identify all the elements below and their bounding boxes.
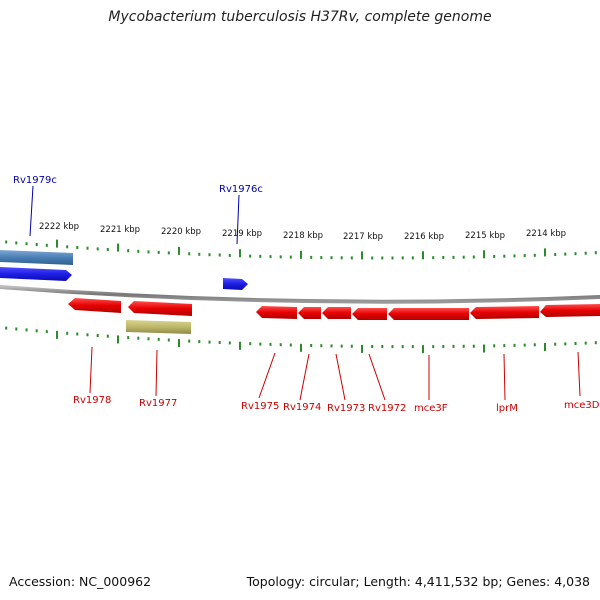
label-lprm[interactable]: lprM: [496, 403, 518, 414]
label-mce3d[interactable]: mce3D: [564, 400, 600, 411]
leader-rv1977: [155, 349, 158, 397]
leader-lines: [29, 185, 581, 401]
label-rv1977[interactable]: Rv1977: [139, 398, 177, 409]
gene-lprm-arrow[interactable]: [470, 306, 539, 319]
label-mce3f[interactable]: mce3F: [414, 403, 448, 414]
gene-rv1972-arrow[interactable]: [352, 308, 387, 320]
gene-rv1973-arrow[interactable]: [322, 307, 351, 319]
kbp-label-2222: 2222 kbp: [39, 222, 79, 232]
gene-rv1974-arrow[interactable]: [298, 307, 321, 319]
tick-row-top: [5, 239, 597, 260]
leader-rv1979c: [29, 185, 34, 237]
gene-rv1975-arrow[interactable]: [256, 306, 297, 319]
leader-rv1975: [258, 352, 276, 399]
topology-info: Topology: circular; Length: 4,411,532 bp…: [246, 574, 590, 589]
kbp-label-2220: 2220 kbp: [161, 227, 201, 237]
label-rv1975[interactable]: Rv1975: [241, 401, 279, 412]
leader-rv1976c: [236, 194, 240, 245]
label-rv1974[interactable]: Rv1974: [283, 402, 321, 413]
genome-backbone: [0, 285, 600, 304]
kbp-label-2221: 2221 kbp: [100, 225, 140, 235]
gene-rv1979c-highlight[interactable]: [0, 250, 73, 265]
gene-rv1979c-arrow[interactable]: [0, 267, 72, 281]
reverse-strand: [68, 298, 600, 334]
tick-row-bottom: [5, 326, 597, 354]
gene-rv1978-arrow[interactable]: [68, 298, 121, 313]
forward-strand: [0, 250, 248, 290]
kbp-label-2214: 2214 kbp: [526, 229, 566, 239]
gene-rv1977-highlight[interactable]: [126, 320, 191, 334]
gene-mce3d-arrow[interactable]: [540, 304, 600, 317]
kbp-label-2215: 2215 kbp: [465, 231, 505, 241]
gene-rv1976c-arrow[interactable]: [223, 278, 248, 290]
kbp-label-2219: 2219 kbp: [222, 229, 262, 239]
leader-mce3d: [577, 351, 581, 397]
gene-labels: Rv1979c Rv1976c Rv1978 Rv1977 Rv1975 Rv1…: [13, 175, 600, 414]
kbp-label-2218: 2218 kbp: [283, 231, 323, 241]
label-rv1979c[interactable]: Rv1979c: [13, 175, 57, 186]
label-rv1978[interactable]: Rv1978: [73, 395, 111, 406]
leader-rv1978: [89, 346, 93, 394]
gene-rv1977-arrow[interactable]: [128, 301, 192, 316]
accession-info: Accession: NC_000962: [9, 574, 152, 589]
leader-lprm: [503, 353, 506, 401]
genome-title: Mycobacterium tuberculosis H37Rv, comple…: [108, 9, 492, 25]
leader-rv1973: [335, 353, 346, 401]
kbp-label-2217: 2217 kbp: [343, 232, 383, 242]
leader-rv1974: [299, 353, 310, 401]
genome-map: 2222 kbp 2221 kbp 2220 kbp 2219 kbp 2218…: [0, 175, 600, 414]
label-rv1976c[interactable]: Rv1976c: [219, 184, 263, 195]
kbp-scale: 2222 kbp 2221 kbp 2220 kbp 2219 kbp 2218…: [39, 222, 566, 242]
gene-mce3f-arrow[interactable]: [388, 308, 469, 320]
kbp-label-2216: 2216 kbp: [404, 232, 444, 242]
label-rv1972[interactable]: Rv1972: [368, 403, 406, 414]
leader-rv1972: [368, 353, 386, 401]
label-rv1973[interactable]: Rv1973: [327, 403, 365, 414]
